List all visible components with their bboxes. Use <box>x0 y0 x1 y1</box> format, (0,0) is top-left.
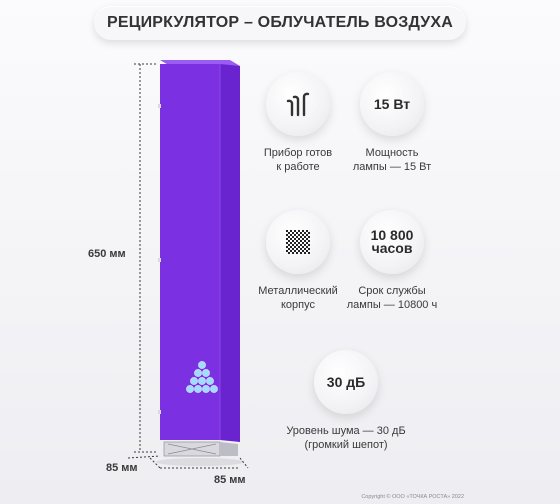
recirculator-illustration <box>156 60 244 466</box>
device-side <box>220 64 240 442</box>
feature-label-ready: Прибор готов к работе <box>263 147 333 173</box>
metal-badge <box>266 210 330 274</box>
power-badge: 15 Вт <box>360 72 424 136</box>
led-indicator-group <box>186 361 218 393</box>
height-dimension-label: 650 мм <box>88 248 126 260</box>
copyright-text: Copyright © ООО «ТОЧКА РОСТА» 2022 <box>361 494 464 500</box>
metal-mesh-icon <box>286 230 310 254</box>
width-right-dimension-label: 85 мм <box>214 474 246 486</box>
feature-label-metal: Металлический корпус <box>258 285 338 311</box>
page-title: РЕЦИРКУЛЯТОР – ОБЛУЧАТЕЛЬ ВОЗДУХА <box>94 6 466 40</box>
lifetime-badge: 10 800 часов <box>360 210 424 274</box>
noise-badge: 30 дБ <box>314 350 378 414</box>
width-left-dimension-label: 85 мм <box>106 462 138 474</box>
ready-status-icon <box>286 92 310 117</box>
feature-label-lifetime: Срок службы лампы — 10800 ч <box>346 285 438 311</box>
feature-label-power: Мощность лампы — 15 Вт <box>352 147 432 173</box>
lifetime-value: 10 800 часов <box>370 227 414 256</box>
noise-value: 30 дБ <box>326 373 366 390</box>
ready-badge <box>266 72 330 136</box>
feature-label-noise: Уровень шума — 30 дБ (громкий шепот) <box>286 425 406 451</box>
power-value: 15 Вт <box>373 95 411 112</box>
